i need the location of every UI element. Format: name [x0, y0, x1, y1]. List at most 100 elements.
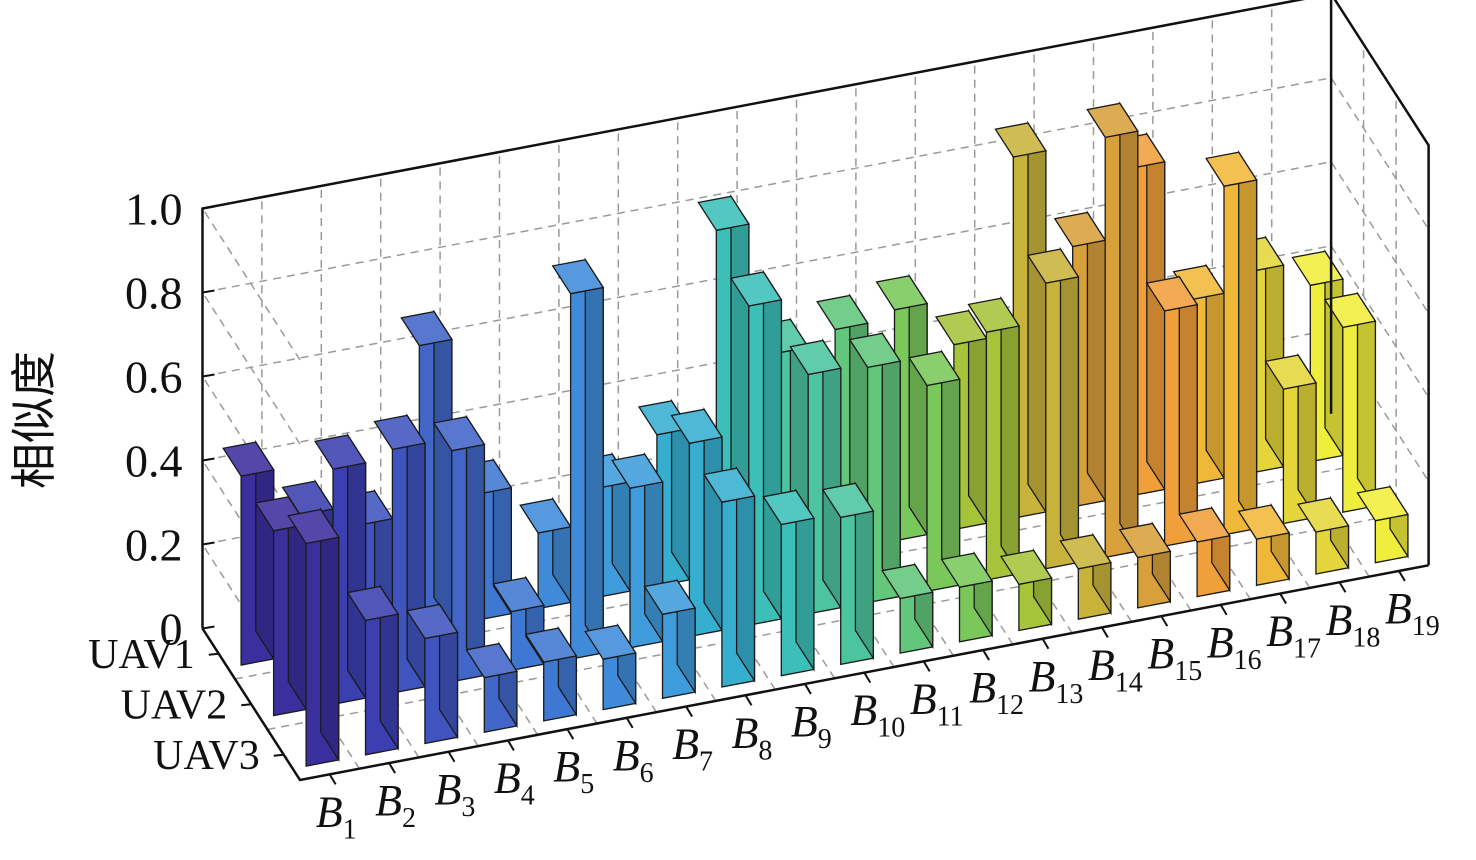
cat-label: B8: [732, 708, 773, 766]
bar-side-face: [1119, 101, 1139, 554]
bar-side-face: [762, 269, 783, 622]
cat-label-subscript: 11: [937, 701, 964, 732]
cat-label-subscript: 5: [580, 769, 594, 800]
cat-tick: [1219, 604, 1228, 616]
bar-side-face: [1264, 235, 1285, 470]
bar-uav3-b12: [940, 550, 994, 643]
bar-uav2-b4: [432, 414, 486, 683]
right-frame: [1333, 0, 1430, 566]
cat-label-subscript: 15: [1174, 656, 1202, 687]
cat-label-subscript: 17: [1293, 634, 1321, 665]
y-tick: [202, 289, 215, 294]
cat-tick: [1041, 638, 1050, 650]
bar-top-face: [1118, 522, 1172, 559]
y-tick-label: 0.4: [125, 436, 183, 487]
bar-uav3-b7: [643, 578, 697, 700]
bar-side-face: [1000, 295, 1020, 577]
bar-top-face: [1026, 248, 1080, 284]
bar-top-face: [762, 489, 815, 526]
cat-label: B1: [316, 787, 357, 845]
bar-top-face: [400, 310, 453, 347]
bar-uav1-b12: [875, 273, 929, 542]
cat-label: B6: [613, 731, 654, 789]
bar-top-face: [1086, 102, 1139, 139]
bar-top-face: [881, 563, 934, 600]
bar-uav2-b18: [1264, 352, 1318, 525]
cat-label-subscript: 2: [402, 803, 416, 834]
bar-uav2-b5: [492, 575, 545, 672]
bar-top-face: [1296, 497, 1350, 533]
bar-uav3-b5: [524, 625, 578, 722]
bar-uav1-b14: [994, 120, 1047, 519]
y-tick-label: 0: [160, 604, 183, 655]
bar-uav3-b17: [1237, 502, 1291, 587]
cat-label-subscript: 1: [343, 814, 357, 845]
bar-top-face: [1237, 504, 1291, 540]
bar-uav3-b14: [1059, 532, 1112, 620]
bar-uav3-b2: [346, 584, 400, 756]
bar-top-face: [908, 350, 961, 387]
cat-tick: [1338, 581, 1347, 593]
bar-uav3-b19: [1356, 484, 1409, 564]
bar-top-face: [999, 549, 1053, 586]
bar-uav1-b1: [222, 439, 275, 666]
bar-uav3-b9: [762, 488, 815, 677]
cat-tick: [1398, 570, 1406, 582]
bar-uav3-b8: [702, 465, 756, 688]
y-tick-label: 1.0: [125, 184, 183, 235]
cat-label-subscript: 8: [758, 735, 772, 766]
cat-label: B2: [375, 776, 416, 834]
cat-tick: [804, 683, 812, 695]
bar-uav2-b19: [1323, 291, 1377, 513]
cat-tick: [744, 694, 753, 706]
bar-top-face: [848, 332, 902, 369]
y-tick-label: 0.6: [125, 352, 183, 403]
bar-uav2-b16: [1145, 274, 1199, 547]
cat-label-subscript: 9: [818, 724, 832, 755]
bar-side-face: [822, 338, 842, 610]
bar-top-face: [524, 627, 578, 663]
bar-uav1-b6: [519, 496, 572, 610]
bar-uav2-b6: [551, 257, 605, 660]
y-tick: [202, 625, 215, 630]
row-tick: [273, 753, 284, 757]
cat-label: B13: [1029, 652, 1084, 710]
bar-top-face: [1059, 534, 1112, 570]
cat-label: B7: [672, 720, 713, 778]
bar-side-face: [881, 331, 901, 599]
bar-uav1-b13: [934, 308, 988, 531]
bar-top-face: [816, 294, 869, 331]
bar-top-face: [697, 195, 750, 232]
bar-side-face: [433, 309, 453, 628]
cat-label-subscript: 16: [1234, 645, 1262, 676]
bar-uav2-b9: [729, 269, 783, 626]
bar-side-face: [347, 432, 367, 701]
bar-uav2-b15: [1086, 101, 1139, 559]
cat-label: B16: [1207, 618, 1262, 676]
bar-uav3-b13: [999, 548, 1053, 632]
bar-side-face: [1086, 210, 1106, 503]
cat-tick: [922, 660, 931, 672]
bar-top-face: [1356, 485, 1409, 522]
bar-side-face: [406, 413, 426, 690]
row-tick: [241, 703, 252, 707]
bar-side-face: [1027, 120, 1047, 515]
bar-top-face: [1053, 211, 1107, 248]
bar-top-face: [373, 414, 427, 451]
bar-side-face: [1146, 131, 1166, 492]
bar-uav2-b14: [1026, 246, 1080, 570]
cat-label-subscript: 10: [877, 713, 905, 744]
cat-label-subscript: 19: [1412, 611, 1440, 642]
bar-top-face: [821, 482, 875, 519]
back-frame: [201, 0, 1333, 629]
cat-tick: [388, 762, 396, 774]
bar-uav3-b11: [881, 562, 934, 654]
bar-top-face: [1145, 276, 1199, 312]
bar-top-face: [465, 642, 518, 679]
y-tick-label: 0.2: [125, 520, 183, 571]
bar-uav2-b11: [848, 331, 902, 604]
bar-top-face: [940, 552, 994, 588]
y-tick: [202, 457, 215, 462]
cat-tick: [685, 706, 693, 718]
cat-label: B5: [553, 742, 594, 800]
